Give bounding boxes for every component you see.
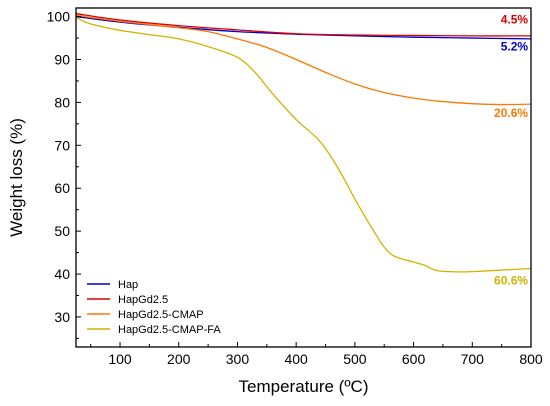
- legend-label: HapGd2.5-CMAP: [118, 309, 204, 321]
- y-tick-label: 90: [54, 51, 70, 67]
- series-line-1: [75, 12, 532, 37]
- percent-annotation: 20.6%: [494, 106, 528, 120]
- y-tick-label: 100: [47, 9, 71, 25]
- y-tick-label: 60: [54, 180, 70, 196]
- axis-layer: 100 200 300 400 500 600 700 800 30 40 50 60 70 80 90 10…: [47, 9, 543, 367]
- legend-label: Hap: [118, 279, 138, 291]
- series-layer: [75, 12, 532, 273]
- y-axis-title: Weight loss (%): [7, 118, 26, 237]
- x-tick-label: 800: [519, 351, 543, 367]
- plot-frame: [75, 7, 532, 348]
- y-tick-label: 50: [54, 223, 70, 239]
- legend: Hap HapGd2.5 HapGd2.5-CMAP HapGd2.5-CMAP-FA: [87, 279, 221, 336]
- series-line-3: [75, 16, 532, 273]
- percent-annotation: 4.5%: [501, 12, 529, 26]
- y-tick-label: 30: [54, 309, 70, 325]
- x-tick-label: 300: [226, 351, 250, 367]
- x-tick-label: 600: [402, 351, 426, 367]
- legend-label: HapGd2.5-CMAP-FA: [118, 324, 221, 336]
- percent-annotation: 60.6%: [494, 273, 528, 287]
- y-tick-label: 40: [54, 266, 70, 282]
- x-tick-label: 100: [108, 351, 132, 367]
- y-tick-label: 80: [54, 94, 70, 110]
- x-tick-label: 200: [167, 351, 191, 367]
- x-axis-title: Temperature (ºC): [239, 377, 369, 396]
- y-tick-label: 70: [54, 137, 70, 153]
- x-tick-label: 500: [343, 351, 367, 367]
- series-line-2: [75, 14, 532, 106]
- annotations: 4.5% 5.2% 20.6% 60.6%: [494, 12, 528, 287]
- percent-annotation: 5.2%: [501, 39, 529, 53]
- legend-label: HapGd2.5: [118, 294, 168, 306]
- x-tick-label: 400: [284, 351, 308, 367]
- x-tick-label: 700: [461, 351, 485, 367]
